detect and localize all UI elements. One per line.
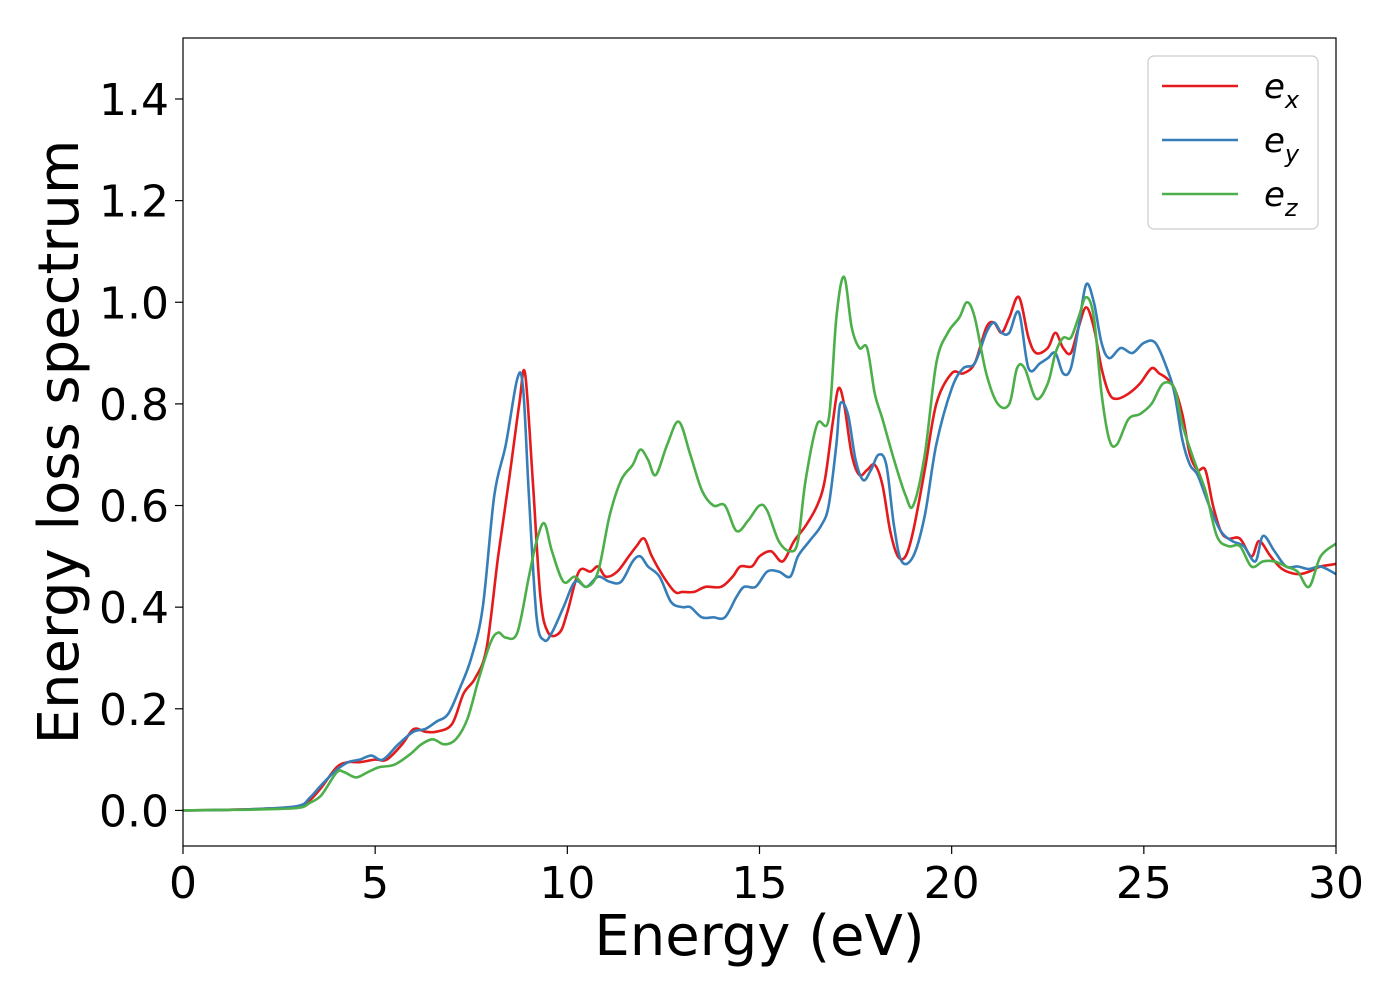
y-tick-label: 0.8 — [99, 380, 169, 431]
x-tick-label: 25 — [1116, 858, 1172, 909]
x-tick-label: 10 — [539, 858, 595, 909]
legend-label: ey — [1264, 121, 1300, 168]
x-axis-label: Energy (eV) — [594, 904, 924, 969]
legend-item-e-y: ey — [1162, 121, 1300, 168]
legend-item-e-z: ez — [1162, 175, 1299, 222]
x-tick-label: 15 — [732, 858, 788, 909]
series-line-e-z — [183, 275, 1336, 812]
x-tick-label: 5 — [361, 858, 389, 909]
x-axis-ticks: 0 5 10 15 20 25 30 — [169, 846, 1364, 909]
x-tick-label: 20 — [924, 858, 980, 909]
y-tick-label: 0.4 — [99, 583, 169, 634]
y-tick-label: 0.0 — [99, 786, 169, 837]
y-tick-label: 0.2 — [99, 685, 169, 736]
y-tick-label: 1.0 — [99, 278, 169, 329]
series-line-e-y — [183, 282, 1336, 812]
x-tick-label: 0 — [169, 858, 197, 909]
y-tick-label: 0.6 — [99, 482, 169, 533]
legend-label-subscript: y — [1284, 140, 1300, 168]
legend-label-base: e — [1264, 121, 1285, 161]
series-layer — [183, 275, 1336, 812]
legend-label-subscript: z — [1284, 194, 1299, 222]
y-axis-ticks: 0.0 0.2 0.4 0.6 0.8 1.0 1.2 1.4 — [99, 75, 183, 837]
legend-label: ex — [1264, 67, 1300, 114]
legend-label: ez — [1264, 175, 1299, 222]
legend-box — [1147, 55, 1319, 230]
y-tick-label: 1.4 — [99, 75, 169, 126]
y-axis-label: Energy loss spectrum — [27, 140, 92, 745]
legend-label-base: e — [1264, 175, 1285, 215]
legend-label-base: e — [1264, 67, 1285, 107]
y-tick-label: 1.2 — [99, 177, 169, 228]
x-tick-label: 30 — [1308, 858, 1364, 909]
series-line-e-x — [183, 295, 1336, 812]
legend-label-subscript: x — [1284, 86, 1300, 114]
legend-item-e-x: ex — [1162, 67, 1300, 114]
